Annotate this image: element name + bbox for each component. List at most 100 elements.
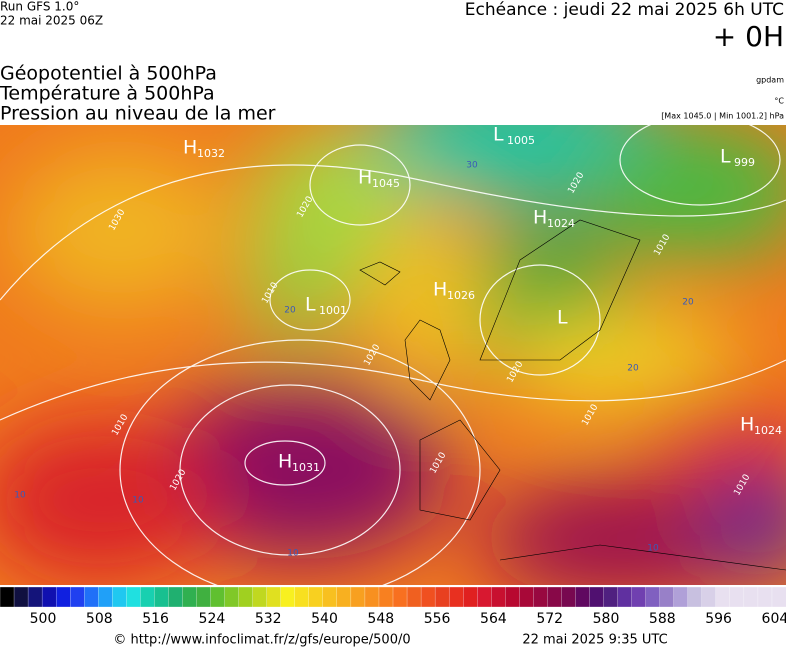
colorbar-swatch <box>434 586 450 608</box>
issue-time: 22 mai 2025 9:35 UTC <box>522 633 667 648</box>
colorbar-label: 508 <box>86 611 113 627</box>
colorbar-swatch <box>575 586 591 608</box>
colorbar-swatch <box>322 586 338 608</box>
colorbar-swatch <box>182 586 198 608</box>
unit-label: gpdam <box>756 76 784 85</box>
colorbar-swatch <box>126 586 142 608</box>
colorbar-swatch <box>659 586 675 608</box>
temperature-label: 20 <box>682 298 694 308</box>
colorbar-swatch <box>112 586 127 608</box>
colorbar-swatch <box>406 586 422 608</box>
lead-time: + 0H <box>713 20 784 53</box>
colorbar-swatch <box>266 586 282 608</box>
pressure-center-letter: L <box>557 307 568 329</box>
colorbar-swatch <box>364 586 380 608</box>
colorbar-swatch <box>27 586 43 608</box>
pressure-center-letter: L <box>493 124 504 146</box>
colorbar-label: 540 <box>311 611 338 627</box>
field-title: Géopotentiel à 500hPa <box>0 63 217 85</box>
run-date: 22 mai 2025 06Z <box>0 14 103 28</box>
temperature-label: 20 <box>284 306 296 316</box>
colorbar-swatch <box>336 586 352 608</box>
colorbar-swatch <box>41 586 57 608</box>
colorbar-swatch <box>491 586 506 608</box>
colorbar-swatch <box>238 586 254 608</box>
colorbar-label: 556 <box>424 611 451 627</box>
field-title: Température à 500hPa <box>0 83 215 105</box>
colorbar-swatch <box>154 586 170 608</box>
colorbar-swatch <box>729 586 745 608</box>
valid-time: Echéance : jeudi 22 mai 2025 6h UTC <box>465 0 784 20</box>
source-credit: © http://www.infoclimat.fr/z/gfs/europe/… <box>113 633 410 648</box>
colorbar-label: 580 <box>593 611 620 627</box>
colorbar-label: 532 <box>255 611 282 627</box>
colorbar-swatch <box>420 586 436 608</box>
pressure-center-letter: L <box>305 294 316 316</box>
colorbar-swatch <box>55 586 71 608</box>
colorbar-swatch <box>533 586 549 608</box>
temperature-label: 10 <box>647 544 659 554</box>
colorbar: 500 508 516 524 532 540 548 556 564 572 580 588 596 6… <box>0 586 786 627</box>
colorbar-swatch <box>350 586 366 608</box>
colorbar-label: 572 <box>536 611 563 627</box>
colorbar-swatch <box>168 586 184 608</box>
pressure-center-value: 999 <box>734 156 755 169</box>
colorbar-swatch <box>757 586 773 608</box>
temperature-label: 10 <box>287 549 299 559</box>
colorbar-label: 604 <box>762 611 786 627</box>
colorbar-swatch <box>701 586 717 608</box>
colorbar-swatch <box>378 586 394 608</box>
colorbar-swatch <box>392 586 408 608</box>
pressure-center-letter: H <box>183 137 197 159</box>
pressure-center-value: 1031 <box>292 461 320 474</box>
unit-label: [Max 1045.0 | Min 1001.2] hPa <box>661 112 784 121</box>
colorbar-swatch <box>196 586 212 608</box>
pressure-center-letter: H <box>358 167 372 189</box>
colorbar-label: 588 <box>649 611 676 627</box>
temperature-label: 10 <box>132 496 144 506</box>
colorbar-swatch <box>308 586 324 608</box>
pressure-center-value: 1032 <box>197 147 225 160</box>
colorbar-swatch <box>280 586 296 608</box>
colorbar-swatch <box>70 586 85 608</box>
pressure-center-letter: L <box>720 146 731 168</box>
pressure-center-letter: H <box>533 207 547 229</box>
colorbar-swatch <box>477 586 492 608</box>
pressure-center-letter: H <box>433 279 447 301</box>
colorbar-label: 596 <box>705 611 732 627</box>
map <box>0 125 786 585</box>
pressure-center-value: 1026 <box>447 289 475 302</box>
pressure-center-value: 1024 <box>547 217 575 230</box>
colorbar-swatch <box>603 586 619 608</box>
colorbar-swatch <box>210 586 226 608</box>
colorbar-swatch <box>589 586 605 608</box>
colorbar-label: 524 <box>199 611 226 627</box>
temperature-label: 30 <box>466 161 478 171</box>
pressure-center-letter: H <box>278 451 292 473</box>
colorbar-swatch <box>224 586 240 608</box>
run-label: Run GFS 1.0° <box>0 0 79 14</box>
colorbar-label: 564 <box>480 611 507 627</box>
colorbar-label: 516 <box>142 611 169 627</box>
pressure-center-value: 1005 <box>507 134 535 147</box>
colorbar-label: 548 <box>367 611 394 627</box>
colorbar-swatch <box>448 586 464 608</box>
pressure-center-value: 1045 <box>372 177 400 190</box>
colorbar-swatch <box>673 586 689 608</box>
colorbar-swatch <box>519 586 535 608</box>
colorbar-swatch <box>0 586 15 608</box>
colorbar-swatch <box>505 586 520 608</box>
colorbar-swatch <box>84 586 99 608</box>
colorbar-swatch <box>140 586 156 608</box>
colorbar-swatch <box>715 586 731 608</box>
pressure-center-value: 1001 <box>319 304 347 317</box>
colorbar-swatch <box>631 586 647 608</box>
colorbar-swatch <box>743 586 759 608</box>
pressure-center-letter: H <box>740 414 754 436</box>
colorbar-swatch <box>687 586 703 608</box>
field-title: Pression au niveau de la mer <box>0 103 276 125</box>
colorbar-label: 500 <box>30 611 57 627</box>
colorbar-swatch <box>771 586 786 608</box>
colorbar-swatch <box>463 586 478 608</box>
